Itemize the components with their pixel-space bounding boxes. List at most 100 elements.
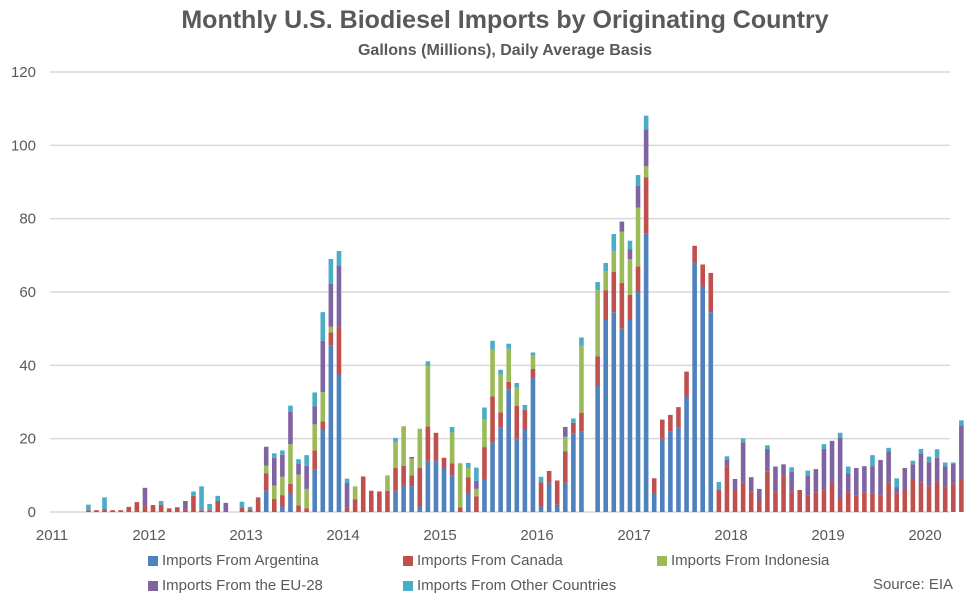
bar-segment-indonesia — [562, 436, 568, 452]
bar-segment-argentina — [263, 490, 269, 512]
bar-segment-canada — [417, 468, 423, 507]
bar-stack — [255, 497, 261, 512]
bar-stack — [684, 371, 689, 512]
bar-stack — [756, 488, 762, 512]
bar-segment-canada — [894, 493, 900, 512]
bar-segment-other — [312, 392, 318, 407]
bar-segment-other — [837, 432, 843, 438]
bar-stack — [441, 457, 447, 512]
bar-segment-canada — [490, 396, 495, 443]
bar-segment-eu28 — [562, 426, 568, 437]
bar-stack — [659, 419, 665, 512]
bar-stack — [312, 392, 318, 512]
bar-stack — [950, 462, 956, 512]
bar-segment-canada — [611, 271, 617, 313]
y-tick-label: 100 — [11, 137, 36, 154]
bar-stack — [732, 479, 738, 512]
bar-stack — [514, 382, 520, 512]
bar-segment-eu28 — [942, 466, 948, 488]
bar-segment-other — [158, 501, 164, 506]
bar-segment-eu28 — [845, 473, 851, 493]
bar-segment-canada — [150, 505, 156, 512]
bar-stack — [304, 455, 309, 512]
x-tick-label: 2020 — [908, 527, 941, 544]
bar-segment-argentina — [603, 319, 609, 512]
legend-item-argentina[interactable]: Imports From Argentina — [148, 552, 319, 569]
bar-segment-other — [191, 491, 196, 496]
bar-segment-canada — [465, 477, 471, 493]
bar-segment-eu28 — [740, 442, 746, 483]
source-note: Source: EIA — [872, 576, 953, 593]
bar-segment-other — [498, 369, 503, 375]
bar-stack — [918, 448, 924, 512]
bar-segment-canada — [837, 498, 843, 512]
bar-stack — [465, 462, 471, 512]
bar-segment-indonesia — [579, 345, 584, 413]
bar-segment-argentina — [433, 460, 439, 512]
bar-segment-canada — [595, 356, 600, 386]
bar-segment-canada — [603, 290, 609, 320]
bar-stack — [797, 490, 803, 512]
bar-segment-indonesia — [465, 468, 471, 478]
legend-item-eu28[interactable]: Imports From the EU-28 — [148, 577, 323, 594]
bar-segment-canada — [773, 492, 778, 512]
bar-segment-eu28 — [312, 406, 318, 425]
bar-segment-eu28 — [328, 283, 334, 327]
y-tick-label: 120 — [11, 64, 36, 81]
bar-segment-other — [393, 437, 398, 443]
bar-segment-argentina — [328, 345, 334, 512]
bar-stack — [498, 369, 503, 512]
bar-segment-other — [247, 506, 253, 510]
bar-stack — [692, 245, 697, 512]
bar-segment-canada — [789, 492, 794, 512]
legend-swatch-other — [403, 580, 413, 591]
bar-segment-eu28 — [870, 466, 875, 494]
x-tick-label: 2019 — [811, 527, 844, 544]
bar-segment-canada — [247, 509, 253, 512]
bar-segment-eu28 — [902, 468, 908, 490]
bar-segment-canada — [320, 421, 326, 430]
bar-segment-canada — [700, 264, 706, 287]
bar-segment-eu28 — [304, 465, 309, 489]
bar-segment-canada — [126, 506, 132, 512]
legend-item-indonesia[interactable]: Imports From Indonesia — [657, 552, 829, 569]
bar-segment-canada — [166, 508, 172, 512]
bar-segment-argentina — [441, 468, 447, 512]
bar-stack — [385, 475, 390, 512]
bar-segment-eu28 — [894, 487, 900, 494]
bar-stack — [894, 478, 900, 512]
bar-segment-canada — [271, 498, 277, 512]
bar-stack — [158, 501, 164, 512]
bar-segment-canada — [239, 507, 245, 512]
bar-segment-canada — [748, 491, 754, 512]
bar-segment-other — [449, 426, 455, 433]
bar-segment-canada — [288, 483, 293, 493]
bar-segment-argentina — [692, 262, 697, 512]
bar-segment-argentina — [627, 319, 633, 512]
bar-segment-other — [304, 455, 309, 466]
bar-stack — [110, 510, 115, 512]
bar-segment-argentina — [530, 378, 536, 512]
legend-item-other[interactable]: Imports From Other Countries — [403, 577, 616, 594]
bar-segment-other — [821, 444, 827, 449]
bar-stack — [336, 250, 342, 512]
bar-stack — [425, 361, 431, 512]
bar-segment-eu28 — [910, 464, 916, 479]
bar-segment-eu28 — [765, 448, 770, 472]
bar-segment-canada — [538, 482, 544, 507]
bar-segment-eu28 — [837, 437, 843, 499]
bar-segment-eu28 — [619, 221, 625, 232]
bar-segment-canada — [360, 476, 366, 512]
bar-stack — [910, 460, 916, 512]
bar-stack — [603, 263, 609, 512]
legend-item-canada[interactable]: Imports From Canada — [403, 552, 563, 569]
bar-segment-canada — [805, 495, 811, 512]
bar-stack — [401, 426, 406, 512]
bar-segment-canada — [215, 501, 221, 512]
bar-segment-canada — [862, 492, 867, 512]
bar-segment-indonesia — [635, 207, 641, 267]
bar-stack — [344, 478, 350, 512]
bar-segment-canada — [765, 471, 770, 512]
bar-segment-canada — [377, 491, 382, 512]
bar-segment-canada — [878, 495, 883, 512]
